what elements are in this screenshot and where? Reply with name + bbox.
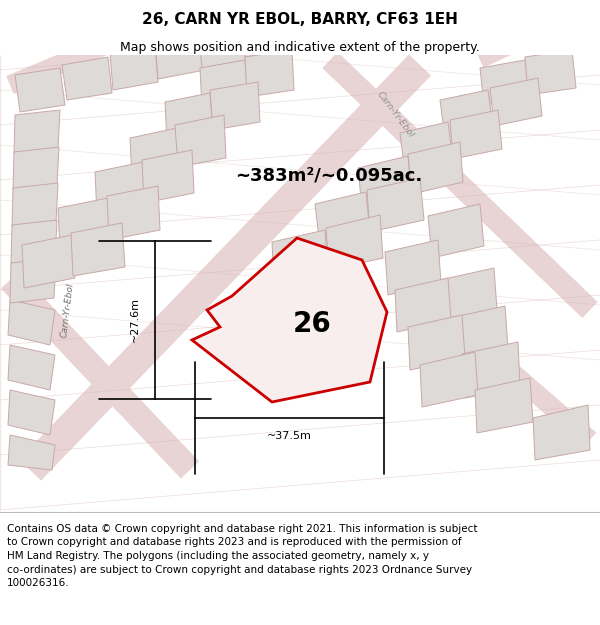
- Polygon shape: [200, 60, 248, 108]
- Polygon shape: [428, 204, 484, 258]
- Polygon shape: [450, 110, 502, 159]
- Polygon shape: [245, 50, 294, 97]
- Polygon shape: [11, 220, 57, 265]
- Polygon shape: [165, 93, 213, 142]
- Polygon shape: [71, 223, 125, 276]
- Text: ~37.5m: ~37.5m: [267, 431, 312, 441]
- Polygon shape: [8, 390, 55, 435]
- Text: ~383m²/~0.095ac.: ~383m²/~0.095ac.: [235, 166, 422, 184]
- Text: Carn-Yr-Ebol: Carn-Yr-Ebol: [60, 282, 76, 338]
- Polygon shape: [15, 68, 65, 112]
- Text: Contains OS data © Crown copyright and database right 2021. This information is : Contains OS data © Crown copyright and d…: [7, 524, 478, 588]
- Polygon shape: [8, 435, 55, 470]
- Polygon shape: [490, 78, 542, 126]
- Polygon shape: [480, 60, 530, 105]
- Polygon shape: [408, 142, 463, 194]
- Polygon shape: [62, 57, 112, 100]
- Polygon shape: [475, 378, 533, 433]
- Polygon shape: [440, 268, 497, 322]
- Polygon shape: [192, 238, 387, 402]
- Polygon shape: [385, 240, 441, 295]
- Polygon shape: [8, 300, 55, 345]
- Text: Map shows position and indicative extent of the property.: Map shows position and indicative extent…: [120, 41, 480, 54]
- Polygon shape: [8, 345, 55, 390]
- Polygon shape: [142, 150, 194, 203]
- Polygon shape: [198, 22, 247, 68]
- Polygon shape: [408, 315, 465, 370]
- Polygon shape: [533, 405, 590, 460]
- Polygon shape: [462, 342, 520, 398]
- Polygon shape: [155, 33, 205, 79]
- Polygon shape: [110, 45, 158, 90]
- Polygon shape: [400, 122, 453, 173]
- Polygon shape: [10, 258, 56, 303]
- Polygon shape: [58, 198, 110, 252]
- Polygon shape: [420, 352, 478, 407]
- Polygon shape: [358, 156, 412, 208]
- Text: 26: 26: [293, 309, 331, 338]
- Polygon shape: [525, 50, 576, 95]
- Polygon shape: [367, 178, 424, 232]
- Polygon shape: [14, 110, 60, 153]
- Polygon shape: [107, 186, 160, 240]
- Polygon shape: [315, 192, 370, 246]
- Polygon shape: [272, 230, 328, 284]
- Polygon shape: [175, 115, 226, 167]
- Polygon shape: [326, 215, 383, 270]
- Polygon shape: [450, 306, 508, 360]
- Text: 26, CARN YR EBOL, BARRY, CF63 1EH: 26, CARN YR EBOL, BARRY, CF63 1EH: [142, 12, 458, 27]
- Polygon shape: [242, 12, 293, 57]
- Polygon shape: [210, 82, 260, 130]
- Polygon shape: [395, 278, 451, 332]
- Polygon shape: [22, 235, 75, 288]
- Polygon shape: [288, 4, 337, 49]
- Text: Carn-Yr-Ebol: Carn-Yr-Ebol: [375, 90, 415, 140]
- Polygon shape: [440, 90, 493, 138]
- Polygon shape: [13, 147, 59, 190]
- Polygon shape: [12, 183, 58, 227]
- Polygon shape: [95, 162, 146, 215]
- Text: ~27.6m: ~27.6m: [130, 298, 140, 343]
- Polygon shape: [130, 128, 180, 180]
